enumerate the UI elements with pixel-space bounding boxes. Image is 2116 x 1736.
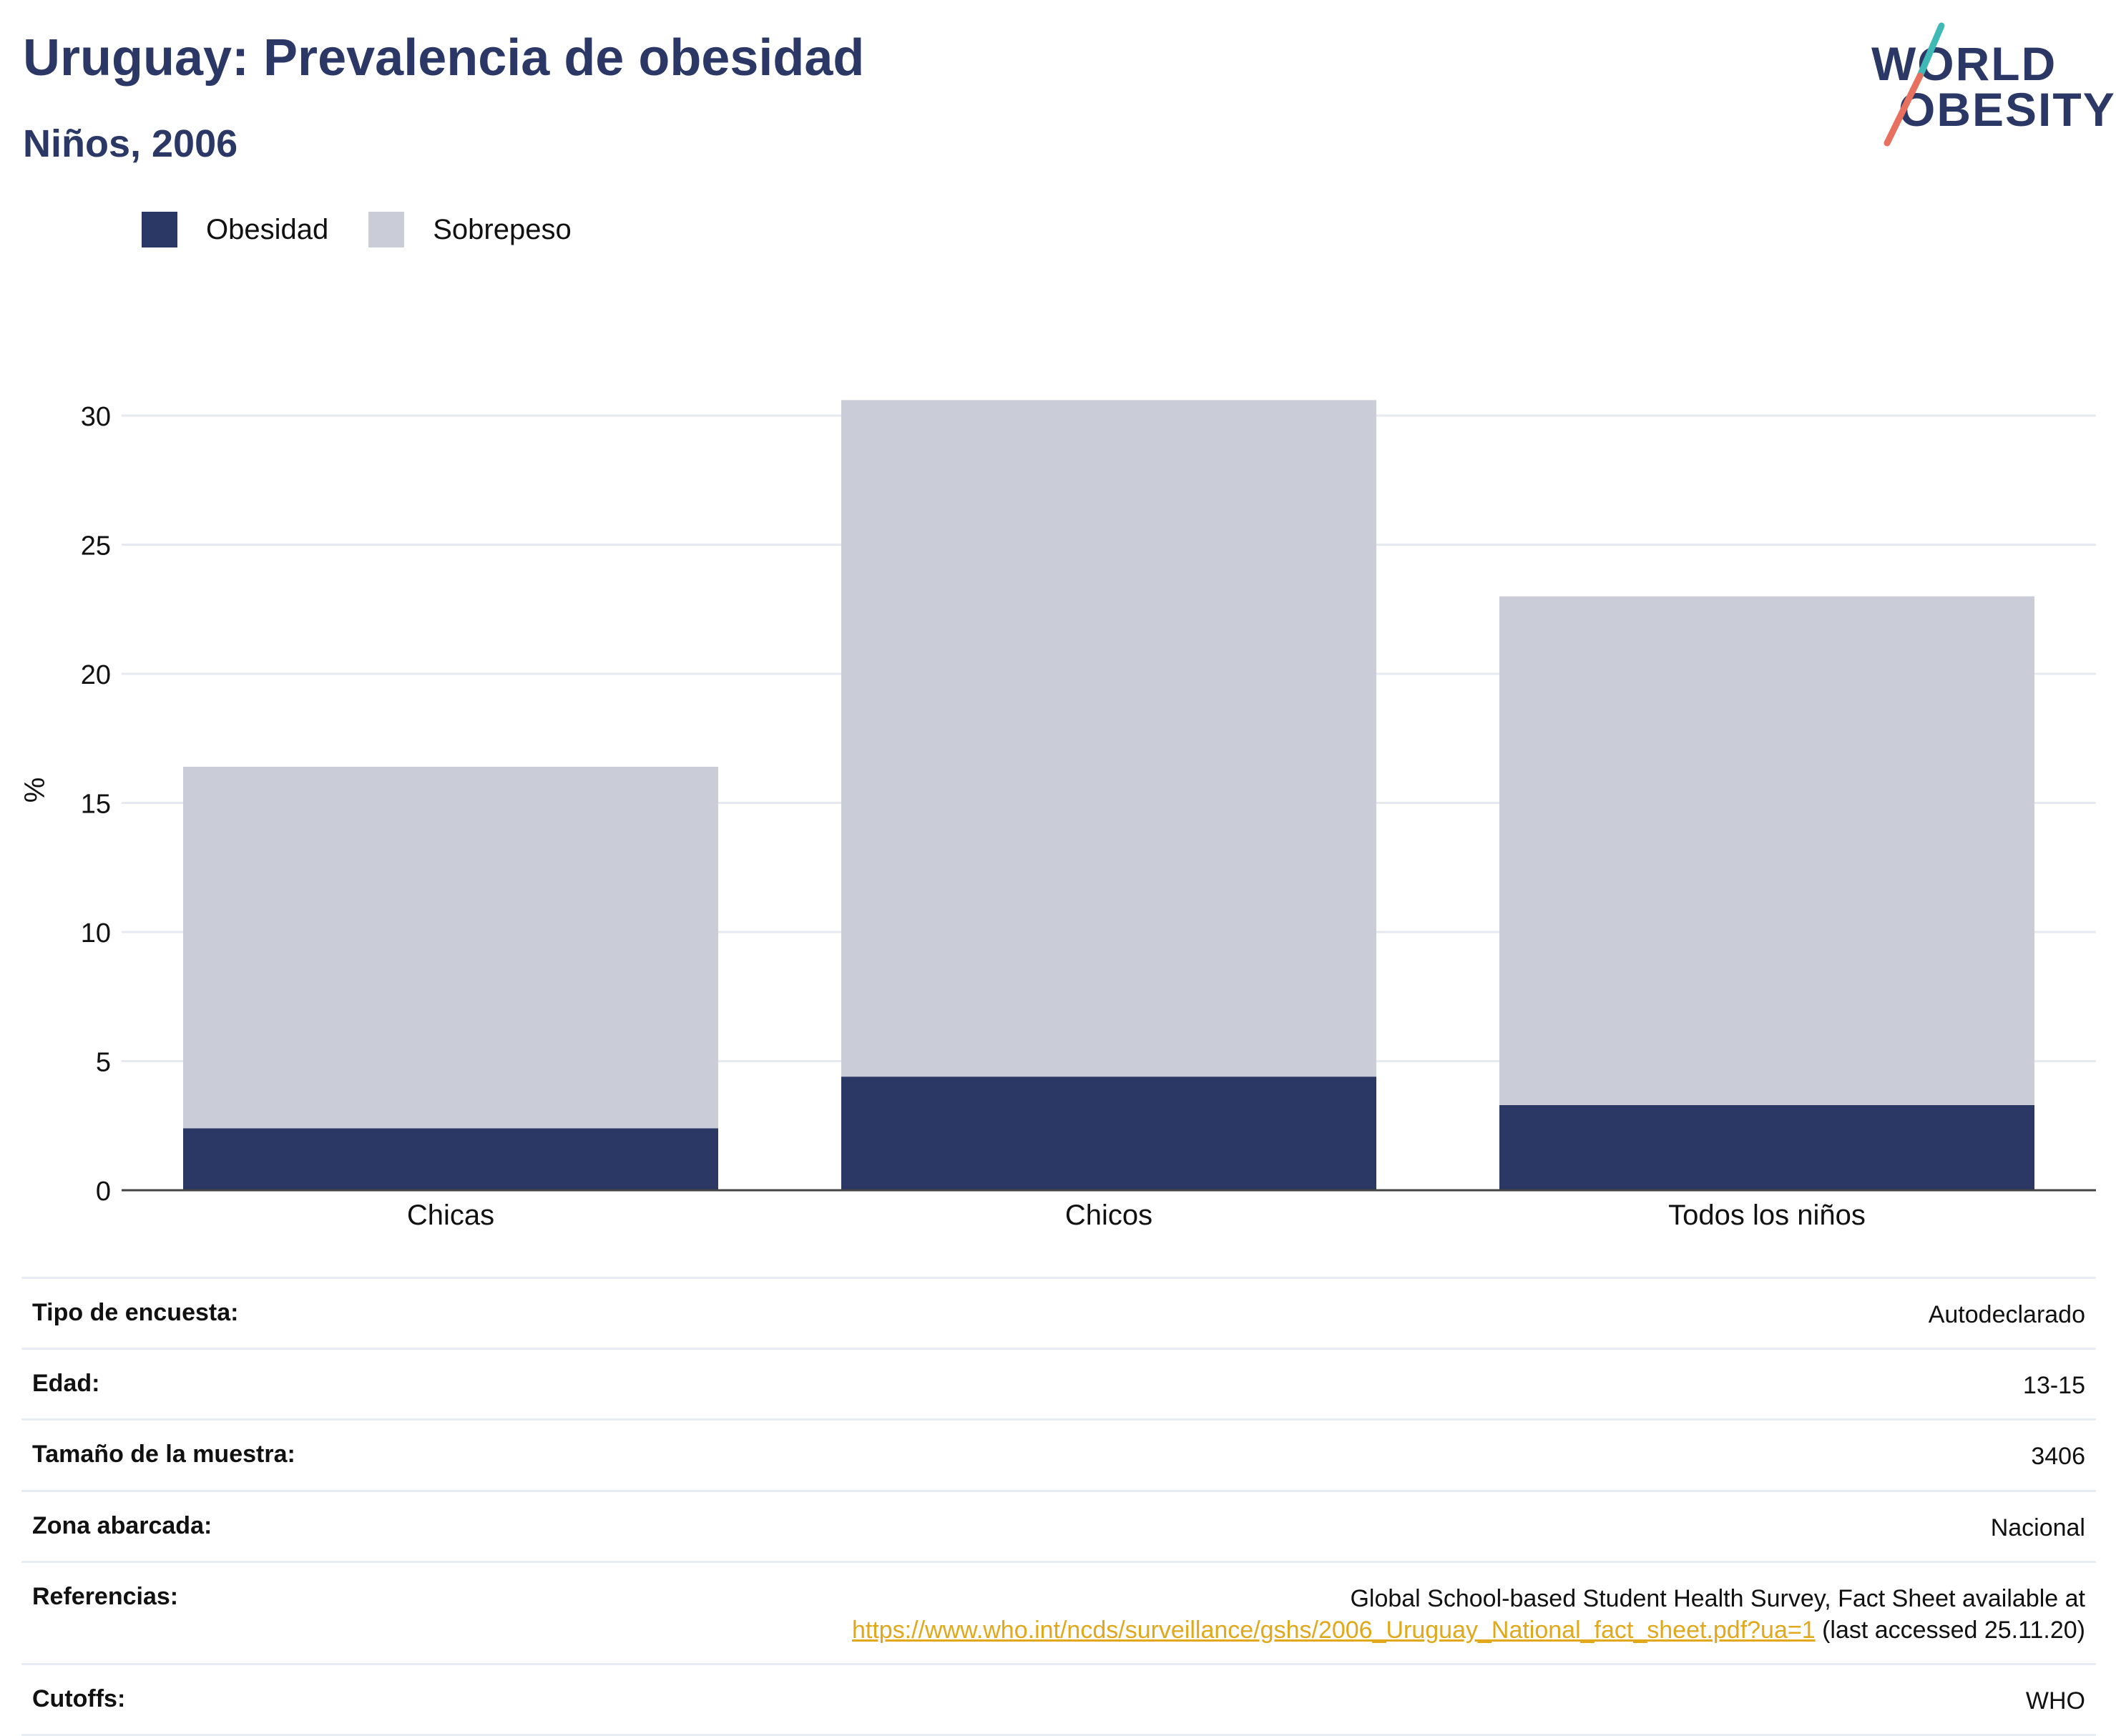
bar-chart: 0 5 10 15 20 25 30% Chicas Chicos Todos los niños [19,400,2096,1231]
info-row-tipo: Tipo de encuesta: Autodeclarado [21,1277,2096,1348]
y-tick-label: 30 [81,402,111,432]
info-value: Global School-based Student Health Surve… [852,1583,2085,1646]
reference-suffix: (last accessed 25.11.20) [1815,1616,2085,1644]
info-value: Nacional [1990,1514,2085,1541]
bar-obesidad [1499,1104,2034,1190]
info-label: Zona abarcada: [32,1511,212,1539]
info-label: Referencias: [32,1582,179,1610]
y-tick-label: 10 [81,918,111,948]
bar-obesidad [183,1128,718,1190]
legend-label-obesidad: Obesidad [206,213,329,245]
logo-slash-top [1916,22,1945,79]
info-row-muestra: Tamaño de la muestra: 3406 [21,1418,2096,1489]
chart-legend: Obesidad Sobrepeso [142,212,612,247]
info-label: Tipo de encuesta: [32,1299,239,1326]
x-tick-label: Chicas [407,1200,494,1231]
y-axis-label: % [19,778,51,803]
legend-swatch-sobrepeso [368,212,405,247]
legend-swatch-obesidad [142,212,177,247]
info-value: WHO [2025,1687,2085,1715]
y-tick-label: 25 [81,531,111,561]
page-title: Uruguay: Prevalencia de obesidad [23,29,865,87]
info-label: Cutoffs: [32,1685,126,1713]
logo-line-2: OBESITY [1899,83,2116,136]
info-label: Edad: [32,1370,100,1398]
y-tick-label: 15 [81,790,111,820]
legend-item-sobrepeso: Sobrepeso [368,212,572,247]
x-tick-label: Chicos [1065,1200,1152,1231]
info-value: Autodeclarado [1928,1301,2085,1328]
bar-obesidad [841,1077,1376,1190]
y-tick-label: 5 [96,1048,111,1078]
reference-text: Global School-based Student Health Surve… [1350,1584,2085,1612]
info-row-zona: Zona abarcada: Nacional [21,1489,2096,1561]
legend-label-sobrepeso: Sobrepeso [433,213,572,245]
page-subtitle: Niños, 2006 [23,122,238,165]
info-label: Tamaño de la muestra: [32,1441,295,1468]
info-value: 3406 [2031,1443,2085,1471]
bar-sobrepeso [1499,596,2034,1105]
world-obesity-logo: WORLD OBESITY [1867,21,2115,150]
logo-slash-bottom [1884,72,1924,147]
legend-item-obesidad: Obesidad [142,212,328,247]
y-tick-label: 20 [81,660,111,690]
info-row-edad: Edad: 13-15 [21,1348,2096,1418]
info-row-referencias: Referencias: Global School-based Student… [21,1560,2096,1663]
survey-info-table: Tipo de encuesta: Autodeclarado Edad: 13… [21,1277,2096,1736]
bar-sobrepeso [841,400,1376,1077]
y-tick-label: 0 [96,1177,111,1207]
x-tick-label: Todos los niños [1668,1200,1866,1231]
info-value: 13-15 [2023,1372,2085,1400]
logo-line-1: WORLD [1871,37,2057,90]
logo-slash-icon [1884,22,1945,147]
bar-sobrepeso [183,766,718,1129]
reference-link[interactable]: https://www.who.int/ncds/surveillance/gs… [851,1616,1816,1644]
info-row-cutoffs: Cutoffs: WHO [21,1663,2096,1736]
